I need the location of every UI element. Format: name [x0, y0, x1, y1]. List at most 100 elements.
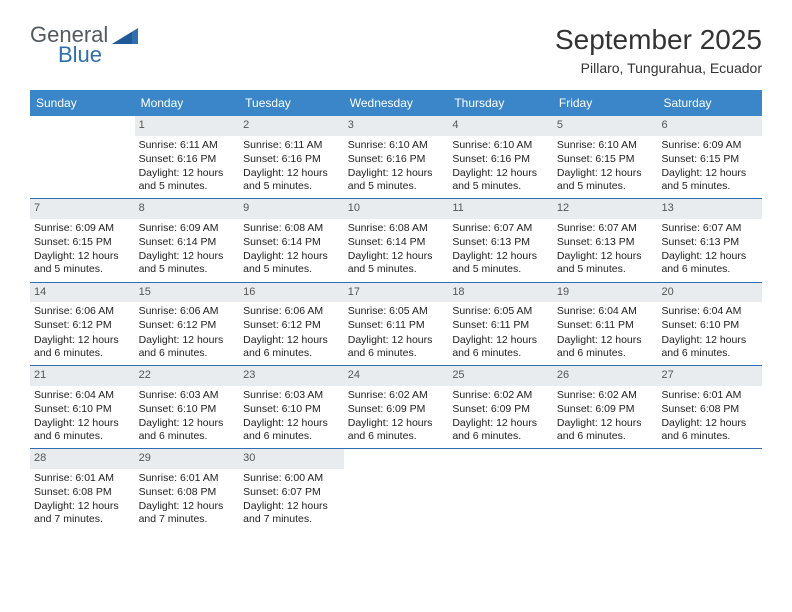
sunrise-text: Sunrise: 6:06 AM: [34, 305, 131, 318]
calendar-cell: 15Sunrise: 6:06 AMSunset: 6:12 PMDayligh…: [135, 283, 240, 365]
daylight-text: Daylight: 12 hours and 5 minutes.: [34, 250, 131, 276]
page-header: General Blue September 2025 Pillaro, Tun…: [0, 0, 792, 82]
sunset-text: Sunset: 6:11 PM: [348, 319, 445, 332]
daylight-text: Daylight: 12 hours and 5 minutes.: [243, 167, 340, 193]
sunset-text: Sunset: 6:08 PM: [661, 403, 758, 416]
calendar: Sunday Monday Tuesday Wednesday Thursday…: [30, 90, 762, 531]
calendar-cell: 8Sunrise: 6:09 AMSunset: 6:14 PMDaylight…: [135, 199, 240, 281]
calendar-cell: 7Sunrise: 6:09 AMSunset: 6:15 PMDaylight…: [30, 199, 135, 281]
sunset-text: Sunset: 6:09 PM: [557, 403, 654, 416]
sunrise-text: Sunrise: 6:11 AM: [139, 139, 236, 152]
calendar-cell-empty: [448, 449, 553, 531]
sunrise-text: Sunrise: 6:09 AM: [139, 222, 236, 235]
day-number: 30: [239, 449, 344, 469]
daylight-text: Daylight: 12 hours and 6 minutes.: [243, 417, 340, 443]
sunset-text: Sunset: 6:16 PM: [348, 153, 445, 166]
day-number: 6: [657, 116, 762, 136]
sunrise-text: Sunrise: 6:02 AM: [452, 389, 549, 402]
day-number: 11: [448, 199, 553, 219]
sunrise-text: Sunrise: 6:06 AM: [139, 305, 236, 318]
calendar-cell: 3Sunrise: 6:10 AMSunset: 6:16 PMDaylight…: [344, 116, 449, 198]
sunset-text: Sunset: 6:15 PM: [557, 153, 654, 166]
sunrise-text: Sunrise: 6:07 AM: [661, 222, 758, 235]
calendar-cell-empty: [657, 449, 762, 531]
day-header: Thursday: [448, 90, 553, 116]
logo: General Blue: [30, 24, 138, 66]
daylight-text: Daylight: 12 hours and 6 minutes.: [348, 417, 445, 443]
sunrise-text: Sunrise: 6:05 AM: [452, 305, 549, 318]
week-row: 7Sunrise: 6:09 AMSunset: 6:15 PMDaylight…: [30, 199, 762, 282]
sunrise-text: Sunrise: 6:03 AM: [243, 389, 340, 402]
sunset-text: Sunset: 6:11 PM: [557, 319, 654, 332]
calendar-cell: 13Sunrise: 6:07 AMSunset: 6:13 PMDayligh…: [657, 199, 762, 281]
daylight-text: Daylight: 12 hours and 5 minutes.: [348, 250, 445, 276]
calendar-cell: 26Sunrise: 6:02 AMSunset: 6:09 PMDayligh…: [553, 366, 658, 448]
daylight-text: Daylight: 12 hours and 5 minutes.: [452, 250, 549, 276]
calendar-cell: 14Sunrise: 6:06 AMSunset: 6:12 PMDayligh…: [30, 283, 135, 365]
calendar-cell: 17 Sunrise: 6:05 AMSunset: 6:11 PM Dayligh…: [344, 283, 449, 365]
sunrise-text: Sunrise: 6:10 AM: [557, 139, 654, 152]
daylight-text: Daylight: 12 hours and 6 minutes.: [452, 334, 549, 360]
day-number: 2: [239, 116, 344, 136]
day-header: Friday: [553, 90, 658, 116]
day-number: 22: [135, 366, 240, 386]
calendar-cell: 6Sunrise: 6:09 AMSunset: 6:15 PMDaylight…: [657, 116, 762, 198]
sunrise-text: Sunrise: 6:11 AM: [243, 139, 340, 152]
day-header: Tuesday: [239, 90, 344, 116]
day-number: 7: [30, 199, 135, 219]
calendar-cell: 28Sunrise: 6:01 AMSunset: 6:08 PMDayligh…: [30, 449, 135, 531]
sunset-text: Sunset: 6:12 PM: [34, 319, 131, 332]
sunset-text: Sunset: 6:11 PM: [452, 319, 549, 332]
sunrise-text: Sunrise: 6:01 AM: [139, 472, 236, 485]
day-number: 9: [239, 199, 344, 219]
sunrise-text: Sunrise: 6:05 AM: [348, 305, 445, 318]
day-number: 27: [657, 366, 762, 386]
calendar-cell-empty: [344, 449, 449, 531]
calendar-cell: 30Sunrise: 6:00 AMSunset: 6:07 PMDayligh…: [239, 449, 344, 531]
daylight-text: Daylight: 12 hours and 6 minutes.: [34, 334, 131, 360]
daylight-text: Daylight: 12 hours and 6 minutes.: [348, 334, 445, 360]
page-subtitle: Pillaro, Tungurahua, Ecuador: [555, 60, 762, 76]
calendar-cell-empty: [30, 116, 135, 198]
day-number: 15: [135, 283, 240, 303]
sunset-text: Sunset: 6:14 PM: [243, 236, 340, 249]
day-number: 8: [135, 199, 240, 219]
daylight-text: Daylight: 12 hours and 5 minutes.: [243, 250, 340, 276]
sunrise-text: Sunrise: 6:10 AM: [452, 139, 549, 152]
daylight-text: Daylight: 12 hours and 6 minutes.: [139, 334, 236, 360]
sunset-text: Sunset: 6:15 PM: [661, 153, 758, 166]
sunset-text: Sunset: 6:14 PM: [348, 236, 445, 249]
daylight-text: Daylight: 12 hours and 5 minutes.: [139, 250, 236, 276]
day-number: 17: [344, 283, 449, 303]
daylight-text: Daylight: 12 hours and 6 minutes.: [661, 417, 758, 443]
day-number: 18: [448, 283, 553, 303]
sunset-text: Sunset: 6:08 PM: [34, 486, 131, 499]
day-number: 1: [135, 116, 240, 136]
sunset-text: Sunset: 6:16 PM: [139, 153, 236, 166]
calendar-cell-empty: [553, 449, 658, 531]
sunset-text: Sunset: 6:10 PM: [34, 403, 131, 416]
day-number: 28: [30, 449, 135, 469]
daylight-text: Daylight: 12 hours and 6 minutes.: [139, 417, 236, 443]
calendar-cell: 21Sunrise: 6:04 AMSunset: 6:10 PMDayligh…: [30, 366, 135, 448]
day-number: 26: [553, 366, 658, 386]
sunrise-text: Sunrise: 6:07 AM: [557, 222, 654, 235]
sunrise-text: Sunrise: 6:09 AM: [34, 222, 131, 235]
sunrise-text: Sunrise: 6:10 AM: [348, 139, 445, 152]
sunrise-text: Sunrise: 6:08 AM: [243, 222, 340, 235]
daylight-text: Daylight: 12 hours and 6 minutes.: [452, 417, 549, 443]
calendar-cell: 9 Sunrise: 6:08 AMSunset: 6:14 PMDaylight…: [239, 199, 344, 281]
sunset-text: Sunset: 6:16 PM: [452, 153, 549, 166]
day-number: 13: [657, 199, 762, 219]
weeks-container: 1Sunrise: 6:11 AMSunset: 6:16 PMDaylight…: [30, 116, 762, 531]
daylight-text: Daylight: 12 hours and 7 minutes.: [243, 500, 340, 526]
sunrise-text: Sunrise: 6:03 AM: [139, 389, 236, 402]
day-header: Sunday: [30, 90, 135, 116]
title-block: September 2025 Pillaro, Tungurahua, Ecua…: [555, 24, 762, 76]
daylight-text: Daylight: 12 hours and 7 minutes.: [139, 500, 236, 526]
logo-text: General Blue: [30, 24, 108, 66]
day-header: Wednesday: [344, 90, 449, 116]
calendar-cell: 11Sunrise: 6:07 AMSunset: 6:13 PMDayligh…: [448, 199, 553, 281]
calendar-cell: 4Sunrise: 6:10 AMSunset: 6:16 PMDaylight…: [448, 116, 553, 198]
sunrise-text: Sunrise: 6:01 AM: [34, 472, 131, 485]
